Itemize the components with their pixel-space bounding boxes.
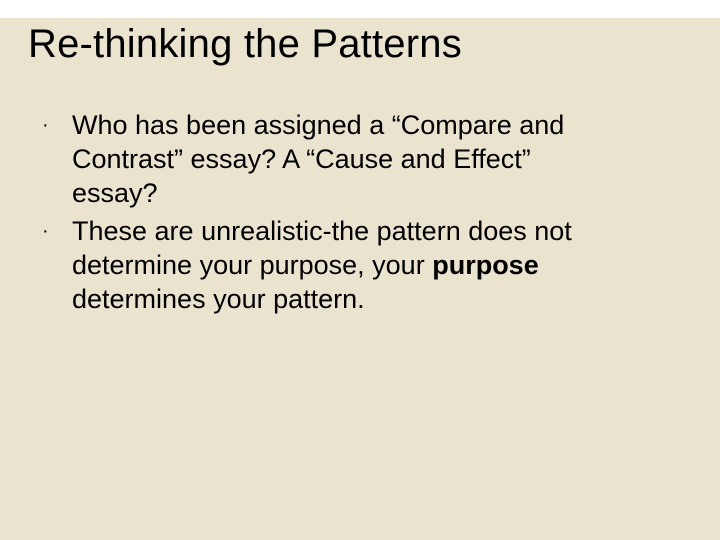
bullet-marker-icon: · [38,108,72,142]
bullet-item: · These are unrealistic-the pattern does… [38,214,598,316]
bullet-text-part: determines your pattern. [72,284,365,314]
bullet-marker-icon: · [38,214,72,248]
bullet-text: These are unrealistic-the pattern does n… [72,214,598,316]
slide-title: Re-thinking the Patterns [28,22,462,67]
bullet-text-bold: purpose [432,250,539,280]
bullet-item: · Who has been assigned a “Compare and C… [38,108,598,210]
slide: Re-thinking the Patterns · Who has been … [0,0,720,540]
slide-body: · Who has been assigned a “Compare and C… [38,108,598,320]
top-band [0,0,720,18]
bullet-text: Who has been assigned a “Compare and Con… [72,108,598,210]
